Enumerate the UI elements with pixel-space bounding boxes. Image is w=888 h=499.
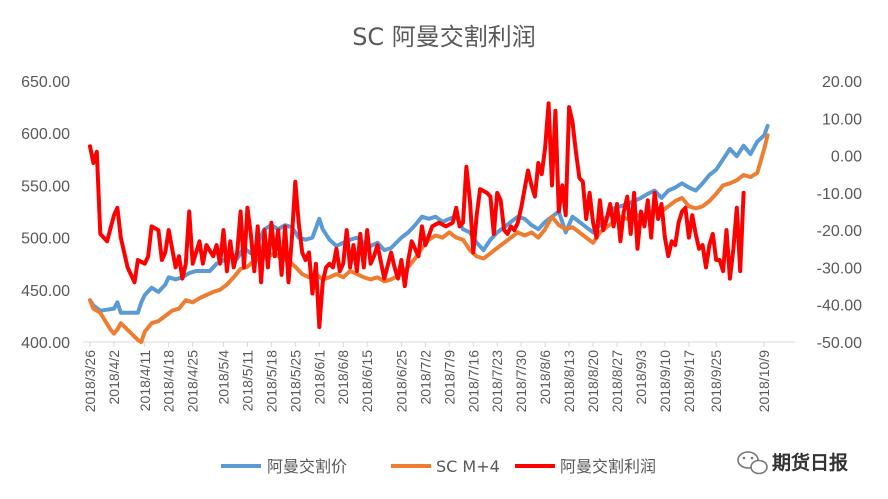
x-tick-label: 2018/9/3 — [633, 350, 649, 405]
left-tick-label: 450.00 — [21, 283, 70, 300]
right-tick-label: -40.00 — [817, 298, 862, 315]
x-tick-label: 2018/7/23 — [489, 350, 505, 412]
right-tick-label: -20.00 — [817, 223, 862, 240]
x-tick-label: 2018/5/25 — [287, 350, 303, 412]
x-tick-label: 2018/5/4 — [215, 350, 231, 405]
x-tick-label: 2018/4/25 — [185, 350, 201, 412]
right-tick-label: -30.00 — [817, 260, 862, 277]
x-tick-label: 2018/7/16 — [465, 350, 481, 412]
x-tick-label: 2018/8/27 — [609, 350, 625, 412]
x-tick-label: 2018/5/11 — [239, 350, 255, 411]
x-tick-label: 2018/7/9 — [441, 350, 457, 405]
left-tick-label: 550.00 — [21, 178, 70, 195]
x-tick-label: 2018/10/9 — [756, 350, 772, 412]
series-lines — [88, 101, 770, 344]
legend-item-1: SC M+4 — [391, 457, 500, 476]
x-tick-label: 2018/5/18 — [263, 350, 279, 412]
x-tick-label: 2018/9/25 — [708, 350, 724, 412]
x-tick-label: 2018/4/2 — [106, 350, 122, 405]
left-tick-label: 600.00 — [21, 126, 70, 143]
x-tick-label: 2018/4/11 — [137, 350, 153, 411]
legend-label-2: 阿曼交割利润 — [560, 457, 656, 476]
left-tick-label: 500.00 — [21, 231, 70, 248]
legend-item-0: 阿曼交割价 — [221, 457, 347, 476]
right-tick-label: -50.00 — [817, 335, 862, 352]
series-line-0 — [88, 123, 770, 315]
chart-title: SC 阿曼交割利润 — [352, 23, 536, 51]
left-tick-label: 400.00 — [21, 335, 70, 352]
watermark-label: 期货日报 — [772, 451, 848, 474]
x-tick-label: 2018/7/2 — [417, 350, 433, 405]
watermark: 期货日报 — [737, 451, 848, 475]
x-tick-label: 2018/6/15 — [359, 350, 375, 412]
x-tick-label: 2018/8/20 — [585, 350, 601, 412]
right-tick-label: -10.00 — [817, 186, 862, 203]
x-tick-label: 2018/9/10 — [657, 350, 673, 412]
legend-label-0: 阿曼交割价 — [267, 457, 347, 476]
legend-label-1: SC M+4 — [436, 457, 500, 476]
x-tick-label: 2018/7/30 — [513, 350, 529, 412]
x-tick-label: 2018/3/26 — [82, 350, 98, 412]
right-tick-label: 0.00 — [831, 149, 862, 166]
series-line-2 — [88, 101, 746, 330]
x-tick-label: 2018/6/25 — [393, 350, 409, 412]
x-tick-label: 2018/8/13 — [561, 350, 577, 412]
left-tick-label: 650.00 — [21, 74, 70, 91]
x-tick-label: 2018/9/17 — [681, 350, 697, 412]
x-tick-label: 2018/6/1 — [311, 350, 327, 405]
right-tick-label: 20.00 — [822, 74, 862, 91]
right-axis-ticks: -50.00 -40.00 -30.00 -20.00 -10.00 0.00 10.00 2… — [817, 74, 862, 352]
wechat-icon — [737, 451, 768, 475]
left-axis-ticks: 400.00 450.00 500.00 550.00 600.00 650.00 — [21, 74, 70, 352]
x-tick-label: 2018/6/8 — [335, 350, 351, 405]
x-tick-label: 2018/8/6 — [537, 350, 553, 405]
x-axis-ticks: 2018/3/26 2018/4/2 2018/4/11 2018/4/18 2018/… — [82, 342, 772, 412]
legend-item-2: 阿曼交割利润 — [515, 457, 656, 476]
legend: 阿曼交割价 SC M+4 阿曼交割利润 — [221, 457, 656, 476]
x-tick-label: 2018/4/18 — [161, 350, 177, 412]
right-tick-label: 10.00 — [822, 111, 862, 128]
